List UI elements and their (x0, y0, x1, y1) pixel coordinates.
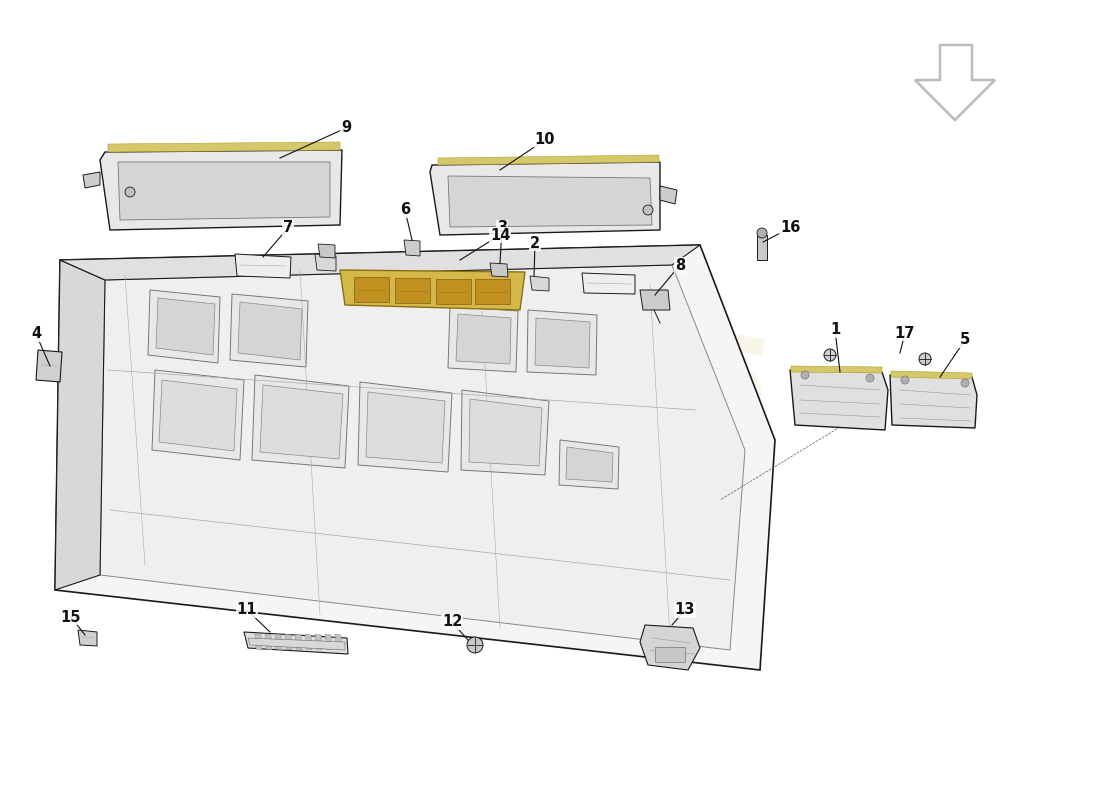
Polygon shape (100, 150, 342, 230)
Polygon shape (82, 172, 100, 188)
Text: 16: 16 (780, 221, 800, 235)
Polygon shape (255, 634, 262, 650)
Polygon shape (336, 634, 342, 650)
Text: 12: 12 (442, 614, 462, 630)
Text: 14: 14 (490, 227, 510, 242)
Polygon shape (448, 306, 518, 372)
Polygon shape (535, 318, 590, 368)
Polygon shape (566, 447, 613, 482)
Text: 17: 17 (894, 326, 915, 341)
Text: 8: 8 (675, 258, 685, 273)
Polygon shape (285, 634, 292, 650)
Text: 11: 11 (236, 602, 257, 618)
Text: a passion for parts since 1985: a passion for parts since 1985 (179, 383, 640, 477)
Polygon shape (324, 634, 332, 650)
Polygon shape (315, 634, 322, 650)
Polygon shape (461, 390, 549, 475)
Polygon shape (340, 270, 525, 310)
Polygon shape (358, 382, 452, 472)
Polygon shape (891, 371, 972, 379)
Circle shape (757, 228, 767, 238)
Polygon shape (354, 277, 389, 302)
Polygon shape (436, 279, 471, 304)
Bar (654, 647, 685, 662)
Polygon shape (448, 176, 652, 227)
Polygon shape (36, 350, 62, 382)
Polygon shape (438, 155, 659, 165)
Circle shape (866, 374, 874, 382)
Text: 3: 3 (497, 221, 507, 235)
Polygon shape (430, 162, 660, 235)
Text: 15: 15 (60, 610, 81, 625)
Polygon shape (527, 310, 597, 375)
Polygon shape (404, 240, 420, 256)
Polygon shape (305, 634, 312, 650)
Polygon shape (315, 254, 336, 271)
Text: europes: europes (142, 242, 659, 478)
Polygon shape (100, 265, 745, 650)
Circle shape (961, 379, 969, 387)
Polygon shape (640, 290, 670, 310)
Text: 4: 4 (31, 326, 41, 342)
Polygon shape (156, 298, 214, 355)
Polygon shape (55, 245, 775, 670)
Polygon shape (890, 375, 977, 428)
Text: 10: 10 (535, 133, 556, 147)
Circle shape (901, 376, 909, 384)
Circle shape (824, 349, 836, 361)
Polygon shape (475, 279, 510, 304)
Circle shape (644, 205, 653, 215)
Polygon shape (490, 263, 508, 277)
Polygon shape (395, 278, 430, 303)
Text: 2: 2 (530, 235, 540, 250)
Text: 1985: 1985 (418, 280, 782, 460)
Polygon shape (152, 370, 244, 460)
Polygon shape (60, 245, 700, 280)
Text: 6: 6 (400, 202, 410, 218)
Polygon shape (469, 399, 542, 466)
Text: 5: 5 (960, 333, 970, 347)
Polygon shape (108, 142, 340, 152)
Polygon shape (295, 634, 302, 650)
Polygon shape (660, 186, 676, 204)
Polygon shape (55, 260, 104, 590)
Polygon shape (160, 380, 236, 451)
Polygon shape (275, 634, 282, 650)
Polygon shape (148, 290, 220, 363)
Polygon shape (230, 294, 308, 367)
Polygon shape (118, 162, 330, 220)
Polygon shape (791, 366, 882, 373)
Circle shape (468, 637, 483, 653)
Polygon shape (366, 392, 446, 463)
Polygon shape (790, 370, 888, 430)
Polygon shape (456, 314, 512, 364)
Polygon shape (640, 625, 700, 670)
Polygon shape (235, 254, 292, 278)
Text: 1: 1 (829, 322, 840, 338)
Polygon shape (244, 632, 348, 654)
Circle shape (918, 353, 931, 365)
Text: 9: 9 (341, 121, 351, 135)
Polygon shape (265, 634, 272, 650)
Polygon shape (582, 273, 635, 294)
Polygon shape (318, 244, 336, 258)
Polygon shape (260, 385, 343, 459)
Polygon shape (530, 276, 549, 291)
Text: 13: 13 (674, 602, 695, 618)
Text: 7: 7 (283, 221, 293, 235)
Polygon shape (78, 630, 97, 646)
Polygon shape (238, 302, 302, 360)
Polygon shape (252, 375, 349, 468)
Bar (757, 235, 767, 260)
Circle shape (801, 371, 808, 379)
Polygon shape (248, 638, 345, 650)
Polygon shape (559, 440, 619, 489)
Circle shape (125, 187, 135, 197)
